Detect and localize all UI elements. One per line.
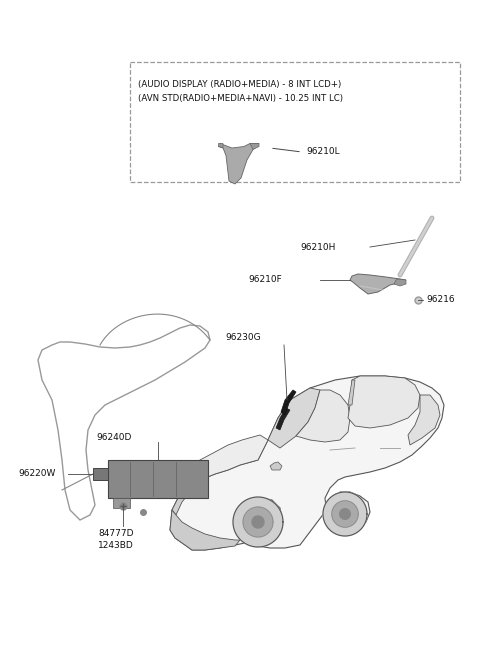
Polygon shape bbox=[394, 279, 406, 286]
Polygon shape bbox=[268, 388, 320, 448]
Polygon shape bbox=[233, 497, 283, 547]
Polygon shape bbox=[218, 144, 259, 184]
Text: 96216: 96216 bbox=[426, 295, 455, 304]
Polygon shape bbox=[170, 376, 444, 550]
Polygon shape bbox=[340, 508, 350, 520]
Polygon shape bbox=[172, 488, 190, 515]
Text: (AUDIO DISPLAY (RADIO+MEDIA) - 8 INT LCD+): (AUDIO DISPLAY (RADIO+MEDIA) - 8 INT LCD… bbox=[138, 80, 341, 89]
Polygon shape bbox=[93, 468, 108, 480]
Polygon shape bbox=[350, 274, 406, 294]
Text: 96220W: 96220W bbox=[18, 470, 55, 478]
Polygon shape bbox=[323, 492, 367, 536]
Text: 96210F: 96210F bbox=[248, 276, 282, 285]
Polygon shape bbox=[250, 144, 259, 150]
Polygon shape bbox=[252, 516, 264, 528]
Polygon shape bbox=[270, 462, 282, 470]
Polygon shape bbox=[184, 435, 268, 488]
Text: 1243BD: 1243BD bbox=[98, 541, 134, 550]
Polygon shape bbox=[332, 501, 358, 527]
Text: 96230G: 96230G bbox=[225, 333, 261, 342]
Polygon shape bbox=[348, 380, 355, 405]
Polygon shape bbox=[243, 507, 273, 537]
Polygon shape bbox=[170, 510, 240, 550]
Polygon shape bbox=[281, 390, 296, 415]
Polygon shape bbox=[408, 395, 440, 445]
Polygon shape bbox=[296, 390, 350, 442]
Text: 96210L: 96210L bbox=[306, 148, 340, 157]
Polygon shape bbox=[113, 498, 130, 508]
Bar bbox=[108, 460, 208, 498]
Text: 84777D: 84777D bbox=[98, 529, 133, 539]
Text: (AVN STD(RADIO+MEDIA+NAVI) - 10.25 INT LC): (AVN STD(RADIO+MEDIA+NAVI) - 10.25 INT L… bbox=[138, 94, 343, 103]
Polygon shape bbox=[348, 376, 420, 428]
Polygon shape bbox=[276, 408, 290, 430]
Text: 96240D: 96240D bbox=[96, 434, 132, 443]
Text: 96210H: 96210H bbox=[300, 243, 336, 251]
Polygon shape bbox=[218, 144, 223, 148]
